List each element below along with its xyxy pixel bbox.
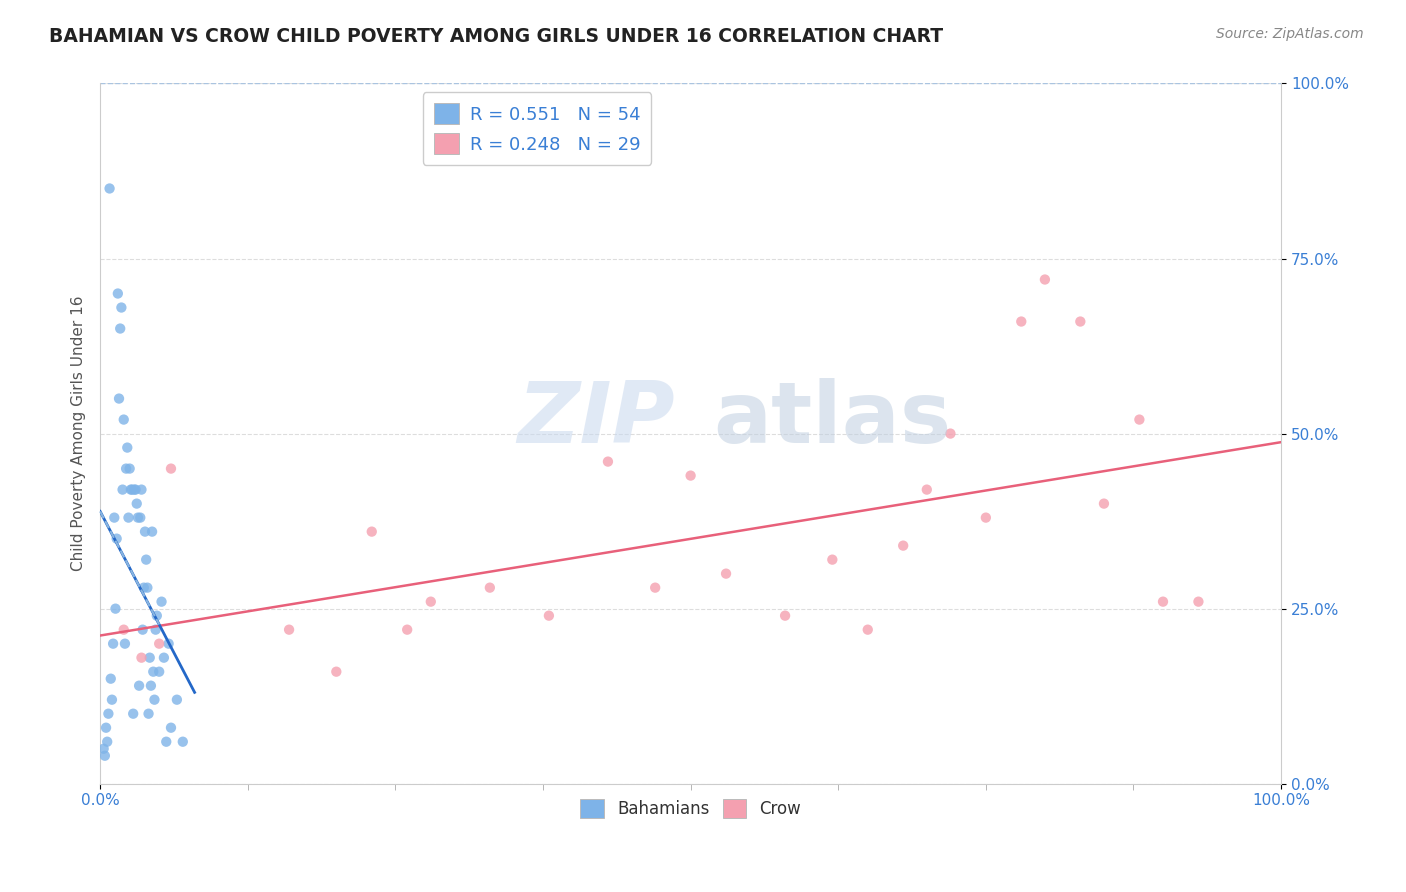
Point <box>135 552 157 566</box>
Point <box>146 608 169 623</box>
Point <box>974 510 997 524</box>
Point <box>537 608 560 623</box>
Point <box>172 735 194 749</box>
Point <box>278 623 301 637</box>
Point <box>132 581 155 595</box>
Point <box>101 637 124 651</box>
Point <box>915 483 938 497</box>
Point <box>121 483 143 497</box>
Point <box>644 581 666 595</box>
Text: Source: ZipAtlas.com: Source: ZipAtlas.com <box>1216 27 1364 41</box>
Point <box>112 412 135 426</box>
Point <box>157 637 180 651</box>
Point <box>96 735 118 749</box>
Point <box>103 510 125 524</box>
Point <box>141 524 163 539</box>
Point <box>110 301 132 315</box>
Point <box>596 454 619 468</box>
Point <box>107 286 129 301</box>
Point <box>117 441 139 455</box>
Point <box>145 623 167 637</box>
Point <box>131 483 153 497</box>
Point <box>139 679 162 693</box>
Point <box>108 321 131 335</box>
Point <box>773 608 796 623</box>
Text: BAHAMIAN VS CROW CHILD POVERTY AMONG GIRLS UNDER 16 CORRELATION CHART: BAHAMIAN VS CROW CHILD POVERTY AMONG GIR… <box>49 27 943 45</box>
Point <box>1033 272 1056 286</box>
Point <box>148 637 170 651</box>
Point <box>114 637 136 651</box>
Point <box>94 721 117 735</box>
Point <box>891 539 914 553</box>
Point <box>138 650 160 665</box>
Point <box>142 665 165 679</box>
Point <box>120 483 142 497</box>
Point <box>143 692 166 706</box>
Point <box>128 679 150 693</box>
Point <box>124 483 146 497</box>
Point <box>108 392 131 406</box>
Point <box>325 665 347 679</box>
Point <box>98 181 121 195</box>
Point <box>134 524 156 539</box>
Point <box>97 706 120 721</box>
Point <box>111 483 134 497</box>
Point <box>821 552 844 566</box>
Legend: Bahamians, Crow: Bahamians, Crow <box>574 792 807 824</box>
Point <box>1152 595 1174 609</box>
Point <box>150 595 173 609</box>
Point <box>136 581 159 595</box>
Point <box>93 741 115 756</box>
Point <box>101 692 124 706</box>
Point <box>117 510 139 524</box>
Point <box>131 650 153 665</box>
Point <box>419 595 441 609</box>
Point <box>148 665 170 679</box>
Point <box>105 532 128 546</box>
Point <box>155 735 177 749</box>
Point <box>1128 412 1150 426</box>
Point <box>125 497 148 511</box>
Point <box>124 483 146 497</box>
Point <box>138 706 160 721</box>
Point <box>396 623 419 637</box>
Point <box>160 721 183 735</box>
Point <box>1069 314 1091 328</box>
Point <box>856 623 879 637</box>
Point <box>153 650 176 665</box>
Text: ZIP: ZIP <box>517 378 675 461</box>
Point <box>478 581 501 595</box>
Point <box>115 461 138 475</box>
Point <box>94 748 117 763</box>
Point <box>166 692 188 706</box>
Point <box>129 510 152 524</box>
Point <box>112 623 135 637</box>
Point <box>131 623 153 637</box>
Point <box>1010 314 1032 328</box>
Point <box>1187 595 1209 609</box>
Point <box>1092 497 1115 511</box>
Point <box>118 461 141 475</box>
Point <box>939 426 962 441</box>
Y-axis label: Child Poverty Among Girls Under 16: Child Poverty Among Girls Under 16 <box>72 296 86 572</box>
Text: atlas: atlas <box>713 378 952 461</box>
Point <box>122 706 145 721</box>
Point <box>127 510 149 524</box>
Point <box>714 566 737 581</box>
Point <box>360 524 382 539</box>
Point <box>100 672 122 686</box>
Point <box>160 461 183 475</box>
Point <box>104 601 127 615</box>
Point <box>679 468 702 483</box>
